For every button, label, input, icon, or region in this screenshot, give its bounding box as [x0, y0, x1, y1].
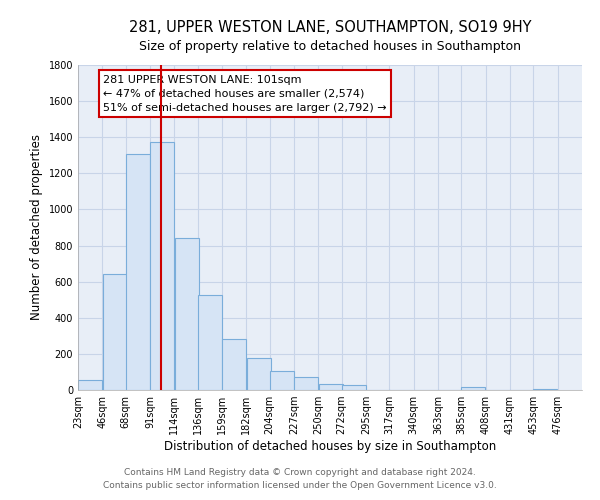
Bar — [150, 142, 174, 390]
Bar — [126, 154, 150, 390]
Bar — [461, 388, 485, 390]
Bar — [342, 386, 366, 390]
Text: 281, UPPER WESTON LANE, SOUTHAMPTON, SO19 9HY: 281, UPPER WESTON LANE, SOUTHAMPTON, SO1… — [129, 20, 531, 35]
Bar — [533, 389, 557, 390]
Bar — [222, 340, 246, 390]
Y-axis label: Number of detached properties: Number of detached properties — [30, 134, 43, 320]
Bar — [78, 380, 102, 390]
Bar — [247, 358, 271, 390]
Text: Size of property relative to detached houses in Southampton: Size of property relative to detached ho… — [139, 40, 521, 53]
Bar — [175, 238, 199, 390]
Bar — [319, 384, 343, 390]
Bar — [294, 378, 318, 390]
Text: 281 UPPER WESTON LANE: 101sqm
← 47% of detached houses are smaller (2,574)
51% o: 281 UPPER WESTON LANE: 101sqm ← 47% of d… — [103, 74, 387, 113]
Bar — [270, 371, 294, 390]
X-axis label: Distribution of detached houses by size in Southampton: Distribution of detached houses by size … — [164, 440, 496, 453]
Text: Contains HM Land Registry data © Crown copyright and database right 2024.
Contai: Contains HM Land Registry data © Crown c… — [103, 468, 497, 490]
Bar — [103, 274, 127, 390]
Bar — [198, 295, 222, 390]
